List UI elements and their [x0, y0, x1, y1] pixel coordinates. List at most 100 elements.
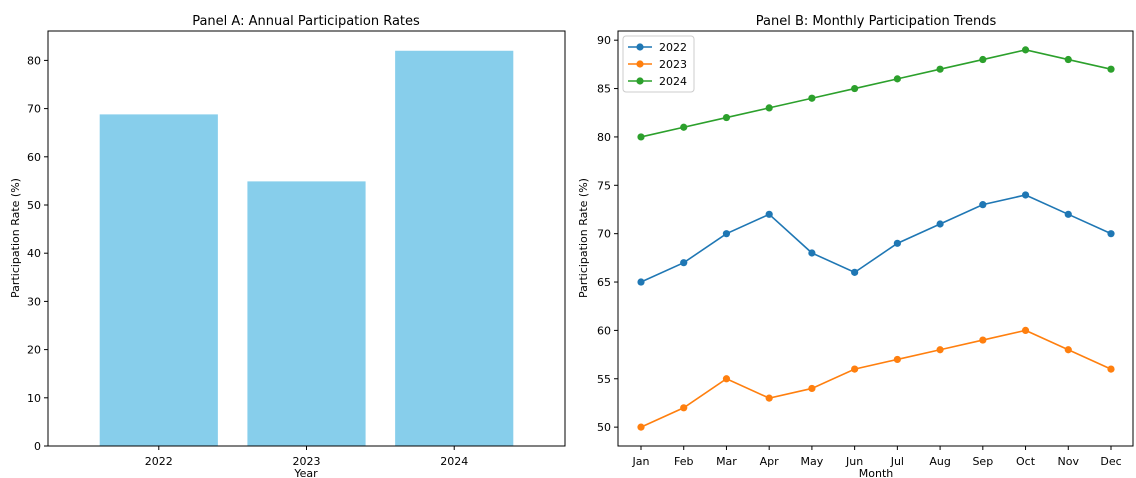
line-2023 [640, 329, 1112, 428]
y-tick-label-80: 80 [597, 131, 611, 144]
panel-a-bars [99, 50, 514, 447]
bar-2023 [247, 181, 366, 446]
y-tick-label-50: 50 [597, 421, 611, 434]
x-tick-label-Oct: Oct [1016, 455, 1036, 468]
y-tick-label-20: 20 [27, 344, 41, 357]
panel-a-y-ticks: 0 10 20 30 40 50 60 70 80 [27, 54, 48, 453]
point-2023-Aug [936, 346, 944, 354]
panel-b-y-label: Participation Rate (%) [577, 178, 590, 298]
x-tick-label-2023: 2023 [293, 455, 321, 468]
x-tick-label-Feb: Feb [674, 455, 693, 468]
legend-entry-2023: 2023 [628, 58, 687, 71]
legend-entry-2022: 2022 [628, 41, 687, 54]
y-tick-label-30: 30 [27, 295, 41, 308]
point-2024-Nov [1064, 55, 1072, 64]
x-tick-label-Jun: Jun [845, 455, 863, 468]
point-2022-Feb [680, 259, 688, 267]
line-2022 [640, 194, 1112, 283]
point-2024-May [808, 94, 816, 102]
x-tick-label-Dec: Dec [1100, 455, 1121, 468]
point-2023-Apr [765, 394, 773, 402]
legend-label-2022: 2022 [659, 41, 687, 54]
x-tick-label-Apr: Apr [760, 455, 780, 468]
legend-marker-2023 [636, 60, 644, 68]
point-2022-Aug [936, 220, 944, 228]
x-tick-label-Jan: Jan [632, 455, 650, 468]
point-2024-Aug [936, 65, 944, 73]
point-2024-Dec [1107, 65, 1115, 73]
point-2024-Sep [979, 55, 987, 64]
x-tick-label-Mar: Mar [716, 455, 737, 468]
y-tick-label-70: 70 [27, 103, 41, 116]
point-2022-Apr [765, 210, 773, 218]
point-2022-May [808, 249, 816, 257]
point-2023-Sep [979, 336, 987, 344]
panel-a-title: Panel A: Annual Participation Rates [192, 14, 420, 29]
y-tick-label-65: 65 [597, 276, 611, 289]
y-tick-label-55: 55 [597, 373, 611, 386]
x-tick-label-Aug: Aug [929, 455, 950, 468]
legend-marker-2022 [636, 43, 644, 51]
y-tick-label-60: 60 [597, 324, 611, 337]
point-2023-Nov [1064, 346, 1072, 354]
panel-a-x-label: Year [293, 467, 318, 478]
series-2022 [637, 191, 1115, 286]
panel-b-lines [637, 46, 1115, 431]
point-2024-Mar [722, 113, 731, 122]
x-tick-label-May: May [801, 455, 824, 468]
point-2024-Oct [1021, 46, 1030, 54]
point-2022-Mar [722, 230, 731, 238]
point-2022-Nov [1064, 210, 1072, 218]
legend-label-2023: 2023 [659, 58, 687, 71]
point-2023-May [808, 384, 816, 393]
legend-entry-2024: 2024 [628, 75, 687, 88]
x-tick-label-Nov: Nov [1058, 455, 1080, 468]
panel-b-y-ticks: 50 55 60 65 70 75 80 85 90 [597, 34, 618, 434]
y-tick-label-50: 50 [27, 199, 41, 212]
point-2023-Jan [637, 423, 645, 431]
legend-label-2024: 2024 [659, 75, 687, 88]
point-2024-Jun [851, 84, 859, 93]
point-2022-Jul [893, 239, 901, 247]
panel-b: Panel B: Monthly Participation Trends Ja… [577, 14, 1134, 478]
point-2022-Oct [1021, 191, 1030, 199]
y-tick-label-75: 75 [597, 179, 611, 192]
point-2023-Oct [1021, 326, 1030, 334]
bar-2024 [395, 50, 514, 447]
x-tick-label-2022: 2022 [145, 455, 173, 468]
panel-a-frame [47, 30, 566, 447]
y-tick-label-0: 0 [34, 440, 41, 453]
y-tick-label-80: 80 [27, 54, 41, 67]
panel-b-x-label: Month [859, 467, 894, 478]
bar-2022 [99, 114, 218, 447]
y-tick-label-60: 60 [27, 151, 41, 164]
panel-a-x-ticks: 2022 2023 2024 [145, 446, 468, 468]
panel-b-frame [617, 30, 1134, 447]
point-2024-Jan [637, 133, 645, 141]
panel-a: Panel A: Annual Participation Rates 2022… [9, 14, 566, 478]
series-2024 [637, 46, 1115, 141]
point-2024-Apr [765, 104, 773, 112]
panel-b-title: Panel B: Monthly Participation Trends [756, 14, 997, 29]
y-tick-label-10: 10 [27, 392, 41, 405]
y-tick-label-90: 90 [597, 34, 611, 47]
y-tick-label-40: 40 [27, 247, 41, 260]
x-tick-label-2024: 2024 [440, 455, 468, 468]
point-2022-Sep [979, 201, 987, 209]
point-2024-Feb [680, 123, 688, 131]
x-tick-label-Jul: Jul [890, 455, 904, 468]
y-tick-label-70: 70 [597, 228, 611, 241]
line-2024 [640, 49, 1112, 138]
panel-b-x-ticks: Jan Feb Mar Apr May Jun Jul Aug Sep Oct Nov Dec [632, 446, 1122, 468]
panel-b-legend: 2022 2023 2024 [622, 35, 695, 93]
point-2024-Jul [893, 75, 901, 83]
point-2022-Jun [851, 268, 859, 276]
point-2023-Feb [680, 404, 688, 412]
series-2023 [637, 326, 1115, 431]
point-2023-Jul [893, 355, 901, 364]
panel-a-y-label: Participation Rate (%) [9, 178, 22, 298]
x-tick-label-Sep: Sep [972, 455, 993, 468]
point-2023-Mar [722, 375, 731, 383]
point-2022-Dec [1107, 230, 1115, 238]
